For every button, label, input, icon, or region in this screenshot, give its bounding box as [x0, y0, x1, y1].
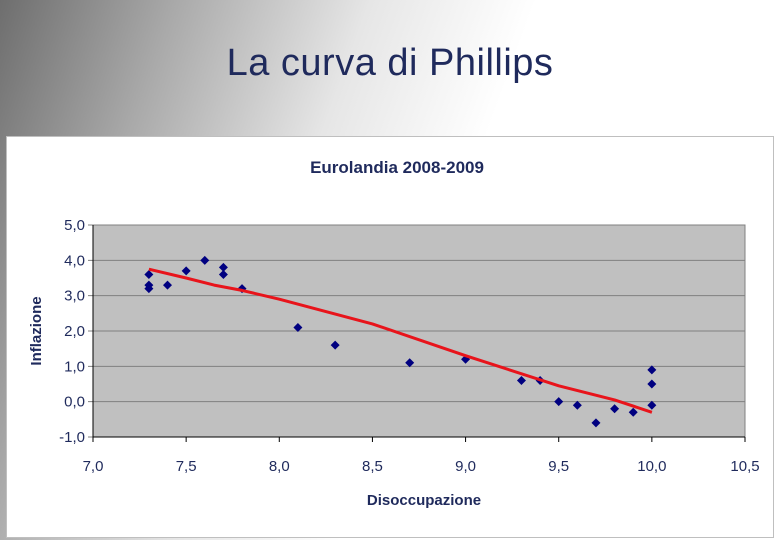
data-point: [647, 379, 657, 389]
y-tick-label: 3,0: [64, 288, 85, 305]
x-tick-label: 9,5: [548, 458, 569, 475]
x-tick-label: 10,0: [637, 458, 666, 475]
y-tick-label: 4,0: [64, 252, 85, 269]
y-axis-title: Inflazione: [28, 296, 45, 365]
data-point: [516, 375, 526, 385]
x-tick-label: 7,5: [176, 458, 197, 475]
y-tick-label: 5,0: [64, 217, 85, 234]
chart-title: Eurolandia 2008-2009: [310, 158, 484, 177]
data-point: [591, 418, 601, 428]
x-axis-title: Disoccupazione: [367, 492, 481, 509]
y-tick-label: 1,0: [64, 358, 85, 375]
data-point: [405, 358, 415, 368]
data-point: [628, 407, 638, 417]
data-point: [554, 397, 564, 407]
scatter-chart: Eurolandia 2008-2009 Disoccupazione Infl…: [28, 158, 760, 509]
data-point: [200, 255, 210, 265]
x-tick-label: 8,0: [269, 458, 290, 475]
data-point: [144, 284, 154, 294]
data-point: [610, 404, 620, 414]
trend-line: [148, 267, 653, 414]
data-point: [293, 322, 303, 332]
chart-frame: Eurolandia 2008-2009 Disoccupazione Infl…: [6, 136, 774, 538]
y-tick-label: 0,0: [64, 394, 85, 411]
data-point: [181, 266, 191, 276]
data-point: [144, 269, 154, 279]
x-tick-label: 9,0: [455, 458, 476, 475]
x-tick-label: 10,5: [730, 458, 759, 475]
y-tick-label: -1,0: [59, 429, 85, 446]
data-point: [647, 365, 657, 375]
data-point: [163, 280, 173, 290]
data-point: [218, 262, 228, 272]
data-point: [572, 400, 582, 410]
y-tick-label: 2,0: [64, 323, 85, 340]
slide-title: La curva di Phillips: [226, 42, 554, 84]
data-point: [218, 269, 228, 279]
x-tick-label: 7,0: [83, 458, 104, 475]
x-tick-label: 8,5: [362, 458, 383, 475]
data-point: [330, 340, 340, 350]
data-point: [647, 400, 657, 410]
